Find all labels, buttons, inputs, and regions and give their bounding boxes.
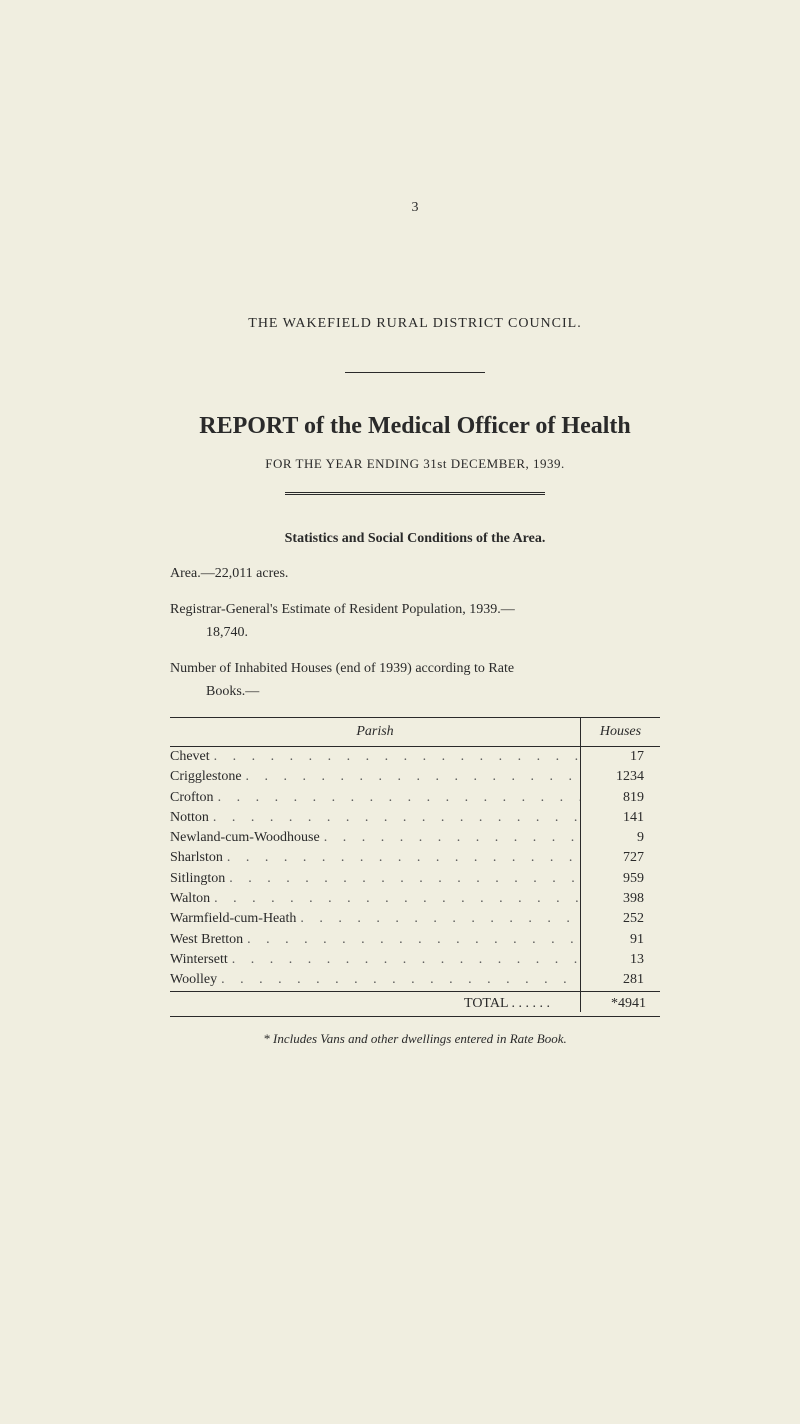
- parish-cell: Crigglestone. . . . . . . . . . . . . . …: [170, 767, 580, 787]
- table-row: Walton. . . . . . . . . . . . . . . . . …: [170, 889, 660, 909]
- houses-cell: 91: [580, 930, 660, 950]
- parish-name: Walton: [170, 889, 214, 909]
- houses-cell: 9: [580, 828, 660, 848]
- leader-dots: . . . . . . . . . . . . . . . . . . . . …: [218, 788, 580, 808]
- report-title: REPORT of the Medical Officer of Health: [170, 413, 660, 440]
- parish-cell: Woolley. . . . . . . . . . . . . . . . .…: [170, 970, 580, 990]
- table-end-rule: [170, 1016, 660, 1017]
- year-line: FOR THE YEAR ENDING 31st DECEMBER, 1939.: [170, 456, 660, 472]
- table-body: Chevet. . . . . . . . . . . . . . . . . …: [170, 747, 660, 991]
- table-row: Crigglestone. . . . . . . . . . . . . . …: [170, 767, 660, 787]
- parish-cell: Chevet. . . . . . . . . . . . . . . . . …: [170, 747, 580, 767]
- houses-cell: 252: [580, 909, 660, 929]
- leader-dots: . . . . . . . . . . . . . . . . . . . . …: [227, 848, 580, 868]
- parish-name: Newland-cum-Woodhouse: [170, 828, 324, 848]
- houses-cell: 13: [580, 950, 660, 970]
- parish-cell: Sharlston. . . . . . . . . . . . . . . .…: [170, 848, 580, 868]
- parish-cell: Newland-cum-Woodhouse. . . . . . . . . .…: [170, 828, 580, 848]
- houses-cell: 398: [580, 889, 660, 909]
- leader-dots: . . . . . . . . . . . . . . . . . . . . …: [214, 889, 580, 909]
- houses-cell: 281: [580, 970, 660, 990]
- parish-name: Warmfield-cum-Heath: [170, 909, 300, 929]
- houses-cell: 1234: [580, 767, 660, 787]
- table-header: Parish Houses: [170, 718, 660, 747]
- houses-cell: 17: [580, 747, 660, 767]
- leader-dots: . . . . . . . . . . . . . . . . . . . . …: [232, 950, 580, 970]
- parish-name: Notton: [170, 808, 213, 828]
- parish-name: Wintersett: [170, 950, 232, 970]
- parish-name: Crofton: [170, 788, 218, 808]
- parish-cell: Sitlington. . . . . . . . . . . . . . . …: [170, 869, 580, 889]
- leader-dots: . . . . . . . . . . . . . . . . . . . . …: [246, 767, 580, 787]
- registrar-line: Registrar-General's Estimate of Resident…: [170, 599, 660, 644]
- page-number: 3: [170, 200, 660, 216]
- table-row: Warmfield-cum-Heath. . . . . . . . . . .…: [170, 909, 660, 929]
- total-value: *4941: [580, 991, 660, 1012]
- horizontal-rule: [345, 372, 485, 373]
- table-row: Chevet. . . . . . . . . . . . . . . . . …: [170, 747, 660, 767]
- table-row: Newland-cum-Woodhouse. . . . . . . . . .…: [170, 828, 660, 848]
- registrar-value: 18,740.: [170, 625, 248, 640]
- leader-dots: . . . . . . . . . . . . . . . . . . . . …: [324, 828, 580, 848]
- parish-name: Sitlington: [170, 869, 229, 889]
- parish-cell: West Bretton. . . . . . . . . . . . . . …: [170, 930, 580, 950]
- houses-cell: 141: [580, 808, 660, 828]
- table-row: Sharlston. . . . . . . . . . . . . . . .…: [170, 848, 660, 868]
- table-row: Sitlington. . . . . . . . . . . . . . . …: [170, 869, 660, 889]
- leader-dots: . . . . . . . . . . . . . . . . . . . . …: [300, 909, 580, 929]
- inhabited-text: Number of Inhabited Houses (end of 1939)…: [170, 661, 514, 676]
- parish-cell: Walton. . . . . . . . . . . . . . . . . …: [170, 889, 580, 909]
- houses-table: Parish Houses Chevet. . . . . . . . . . …: [170, 717, 660, 1017]
- table-row: Woolley. . . . . . . . . . . . . . . . .…: [170, 970, 660, 990]
- parish-name: West Bretton: [170, 930, 247, 950]
- leader-dots: . . . . . . . . . . . . . . . . . . . . …: [247, 930, 580, 950]
- council-line: THE WAKEFIELD RURAL DISTRICT COUNCIL.: [170, 316, 660, 332]
- table-row: Notton. . . . . . . . . . . . . . . . . …: [170, 808, 660, 828]
- parish-cell: Warmfield-cum-Heath. . . . . . . . . . .…: [170, 909, 580, 929]
- header-parish: Parish: [170, 718, 580, 746]
- total-label: TOTAL . . . . . .: [170, 996, 580, 1012]
- parish-name: Woolley: [170, 970, 221, 990]
- houses-cell: 959: [580, 869, 660, 889]
- inhabited-line: Number of Inhabited Houses (end of 1939)…: [170, 658, 660, 703]
- total-row: TOTAL . . . . . . *4941: [170, 991, 660, 1016]
- registrar-text: Registrar-General's Estimate of Resident…: [170, 602, 515, 617]
- stats-heading: Statistics and Social Conditions of the …: [170, 531, 660, 547]
- inhabited-cont: Books.—: [170, 684, 259, 699]
- leader-dots: . . . . . . . . . . . . . . . . . . . . …: [214, 747, 580, 767]
- parish-cell: Wintersett. . . . . . . . . . . . . . . …: [170, 950, 580, 970]
- area-line: Area.—22,011 acres.: [170, 563, 660, 585]
- houses-cell: 727: [580, 848, 660, 868]
- leader-dots: . . . . . . . . . . . . . . . . . . . . …: [213, 808, 580, 828]
- table-row: Crofton. . . . . . . . . . . . . . . . .…: [170, 788, 660, 808]
- parish-name: Crigglestone: [170, 767, 246, 787]
- table-row: Wintersett. . . . . . . . . . . . . . . …: [170, 950, 660, 970]
- double-rule: [285, 492, 545, 495]
- footnote: * Includes Vans and other dwellings ente…: [170, 1031, 660, 1047]
- houses-cell: 819: [580, 788, 660, 808]
- leader-dots: . . . . . . . . . . . . . . . . . . . . …: [221, 970, 580, 990]
- parish-name: Sharlston: [170, 848, 227, 868]
- table-row: West Bretton. . . . . . . . . . . . . . …: [170, 930, 660, 950]
- leader-dots: . . . . . . . . . . . . . . . . . . . . …: [229, 869, 580, 889]
- document-page: 3 THE WAKEFIELD RURAL DISTRICT COUNCIL. …: [0, 0, 800, 1107]
- parish-cell: Notton. . . . . . . . . . . . . . . . . …: [170, 808, 580, 828]
- header-houses: Houses: [580, 718, 660, 746]
- parish-cell: Crofton. . . . . . . . . . . . . . . . .…: [170, 788, 580, 808]
- parish-name: Chevet: [170, 747, 214, 767]
